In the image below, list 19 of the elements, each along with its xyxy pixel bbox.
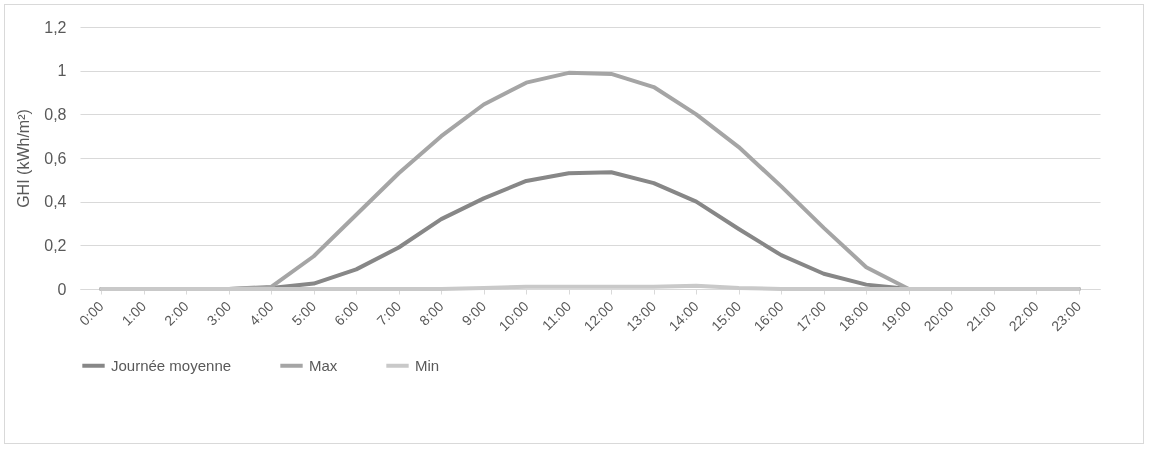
x-tick-label: 5:00 bbox=[288, 297, 320, 329]
x-tick-label: 8:00 bbox=[416, 297, 447, 329]
y-tick-label: 0,6 bbox=[44, 149, 67, 167]
y-tick-label: 0 bbox=[57, 280, 67, 298]
x-tick-label: 9:00 bbox=[458, 297, 490, 329]
legend-label: Max bbox=[309, 356, 338, 374]
legend-label: Journée moyenne bbox=[111, 356, 232, 374]
y-tick-label: 1,2 bbox=[44, 18, 67, 36]
x-tick-label: 0:00 bbox=[76, 297, 107, 329]
y-tick-label: 0,8 bbox=[44, 105, 67, 123]
x-tick-label: 6:00 bbox=[331, 297, 362, 329]
y-tick-label: 0,2 bbox=[44, 236, 67, 254]
y-axis-title: GHI (kWh/m²) bbox=[15, 109, 33, 208]
y-tick-label: 1 bbox=[57, 62, 67, 80]
x-tick-label: 4:00 bbox=[246, 297, 277, 329]
x-tick-label: 3:00 bbox=[203, 297, 235, 329]
x-tick-label: 7:00 bbox=[373, 297, 405, 329]
legend-label: Min bbox=[415, 356, 440, 374]
y-tick-label: 0,4 bbox=[44, 193, 67, 211]
